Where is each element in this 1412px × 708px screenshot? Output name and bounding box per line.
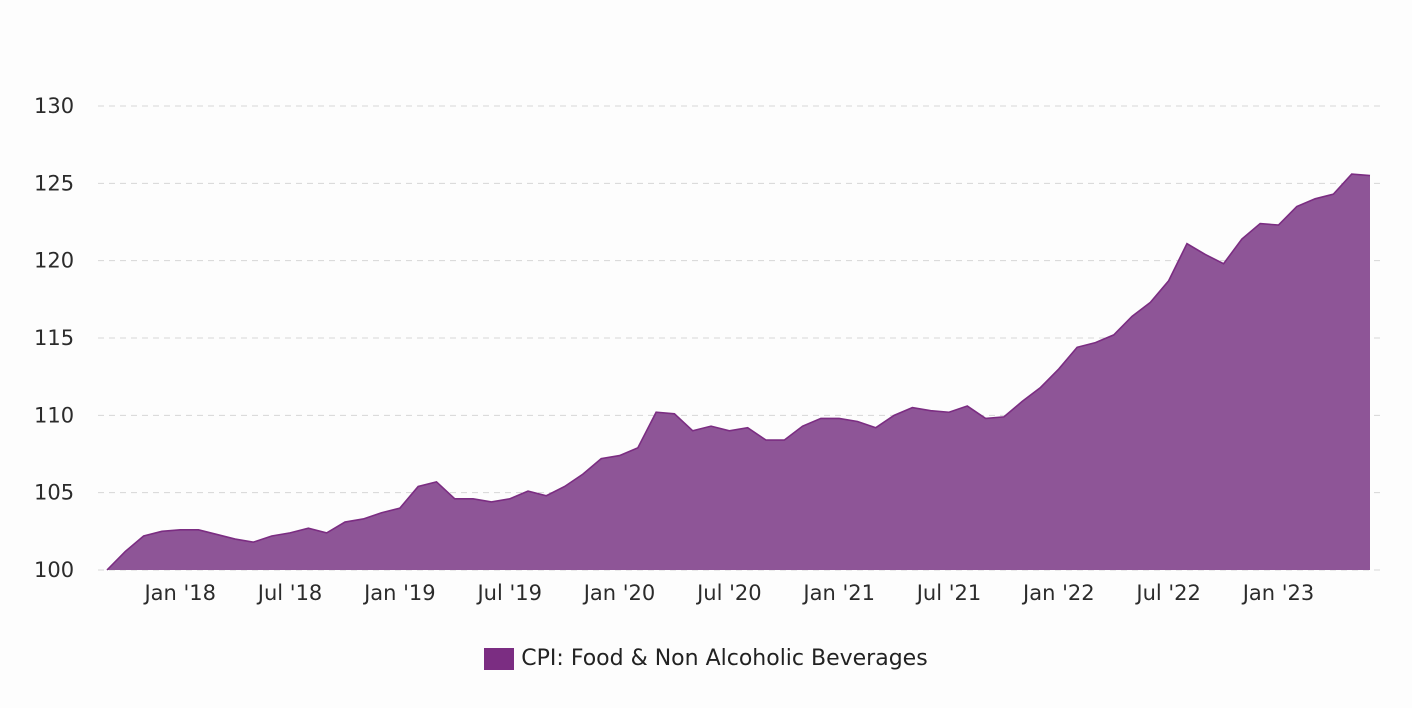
data-point-1 (122, 548, 128, 554)
data-point-16 (397, 505, 403, 511)
data-point-3 (159, 528, 165, 534)
data-point-38 (800, 423, 806, 429)
data-point-60 (1202, 251, 1208, 257)
legend-swatch-icon (484, 647, 515, 670)
x-tick-label: Jul '20 (695, 581, 762, 605)
data-point-57 (1147, 299, 1153, 305)
data-point-55 (1111, 332, 1117, 338)
data-point-35 (745, 425, 751, 431)
data-point-25 (562, 483, 568, 489)
data-point-17 (415, 483, 421, 489)
data-point-67 (1330, 191, 1336, 197)
data-point-68 (1349, 171, 1355, 177)
data-point-0 (104, 567, 110, 573)
data-point-46 (946, 409, 952, 415)
data-point-56 (1129, 313, 1135, 319)
data-point-9 (269, 533, 275, 539)
data-point-13 (342, 519, 348, 525)
data-point-40 (836, 415, 842, 421)
data-point-52 (1056, 366, 1062, 372)
data-point-65 (1294, 204, 1300, 210)
data-point-30 (653, 409, 659, 415)
data-point-7 (232, 536, 238, 542)
y-tick-label-100: 100 (34, 558, 74, 582)
y-tick-label-125: 125 (34, 171, 74, 195)
data-point-5 (196, 527, 202, 533)
y-tick-label-105: 105 (34, 481, 74, 505)
data-point-37 (781, 437, 787, 443)
data-point-58 (1166, 278, 1172, 284)
data-point-59 (1184, 241, 1190, 247)
data-point-18 (433, 479, 439, 485)
x-tick-label: Jul '18 (256, 581, 323, 605)
data-point-28 (617, 453, 623, 459)
y-tick-label-115: 115 (34, 326, 74, 350)
data-point-48 (983, 415, 989, 421)
data-point-2 (141, 533, 147, 539)
data-point-4 (177, 527, 183, 533)
data-point-23 (525, 488, 531, 494)
data-point-29 (635, 445, 641, 451)
data-point-36 (763, 437, 769, 443)
x-tick-label: Jul '19 (475, 581, 542, 605)
y-tick-label-110: 110 (34, 403, 74, 427)
series-line (106, 173, 1371, 571)
data-point-44 (909, 405, 915, 411)
data-point-24 (543, 493, 549, 499)
y-tick-label-120: 120 (34, 249, 74, 273)
x-axis: Jan '18 Jul '18 Jan '19 Jul '19 Jan '20 Jul '… (142, 581, 1314, 605)
legend-label: CPI: Food & Non Alcoholic Beverages (521, 646, 928, 671)
y-tick-label-130: 130 (34, 94, 74, 118)
chart-legend: CPI: Food & Non Alcoholic Beverages (0, 646, 1412, 671)
data-point-21 (488, 499, 494, 505)
data-point-54 (1092, 340, 1098, 346)
x-tick-label: Jul '22 (1134, 581, 1201, 605)
data-point-12 (324, 530, 330, 536)
data-point-63 (1257, 221, 1263, 227)
data-point-66 (1312, 196, 1318, 202)
y-axis: 100 105 110 115 120 125 130 (34, 94, 74, 582)
x-tick-label: Jan '18 (142, 581, 216, 605)
data-point-47 (964, 403, 970, 409)
data-point-45 (928, 408, 934, 414)
data-point-62 (1239, 236, 1245, 242)
data-point-43 (891, 412, 897, 418)
data-point-64 (1275, 222, 1281, 228)
data-point-50 (1019, 398, 1025, 404)
data-point-11 (305, 525, 311, 531)
data-point-49 (1001, 414, 1007, 420)
x-tick-label: Jan '22 (1021, 581, 1095, 605)
data-point-32 (690, 428, 696, 434)
data-point-42 (873, 425, 879, 431)
data-point-15 (379, 510, 385, 516)
data-point-41 (854, 419, 860, 425)
data-point-6 (214, 531, 220, 537)
data-point-26 (580, 471, 586, 477)
x-tick-label: Jan '21 (801, 581, 875, 605)
data-point-39 (818, 415, 824, 421)
x-tick-label: Jan '19 (362, 581, 436, 605)
x-tick-label: Jan '20 (582, 581, 656, 605)
legend-item[interactable]: CPI: Food & Non Alcoholic Beverages (484, 646, 928, 671)
data-point-51 (1038, 384, 1044, 390)
data-point-14 (360, 516, 366, 522)
gridlines (98, 105, 1385, 571)
data-point-22 (507, 496, 513, 502)
data-point-34 (726, 428, 732, 434)
x-tick-label: Jul '21 (915, 581, 982, 605)
data-point-8 (250, 539, 256, 545)
data-point-19 (452, 496, 458, 502)
data-point-53 (1074, 344, 1080, 350)
data-point-33 (708, 423, 714, 429)
data-point-69 (1367, 173, 1373, 179)
data-point-10 (287, 530, 293, 536)
data-point-61 (1221, 261, 1227, 267)
x-tick-label: Jan '23 (1241, 581, 1315, 605)
series-area (107, 174, 1370, 571)
data-point-31 (671, 411, 677, 417)
data-point-20 (470, 496, 476, 502)
data-point-27 (598, 456, 604, 462)
